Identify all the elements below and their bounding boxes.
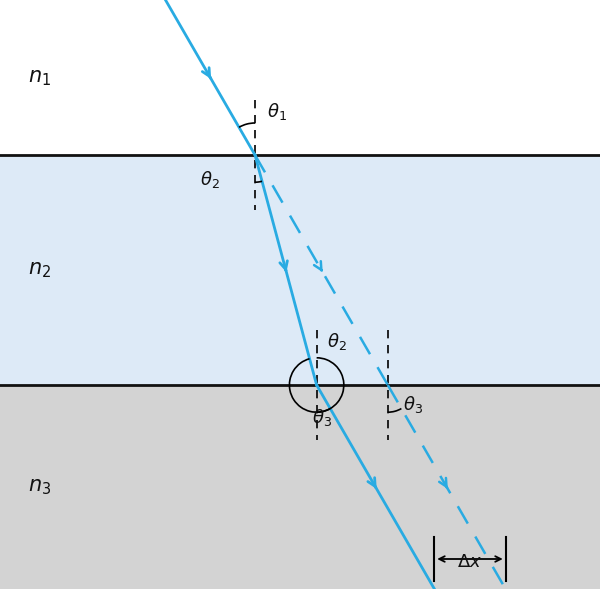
Text: $n_1$: $n_1$ <box>28 68 51 88</box>
Text: $n_2$: $n_2$ <box>28 260 51 280</box>
Text: $n_3$: $n_3$ <box>28 477 51 497</box>
Text: $\theta_1$: $\theta_1$ <box>267 101 287 122</box>
Bar <box>0 385 600 589</box>
Text: $\theta_2$: $\theta_2$ <box>326 331 346 352</box>
Text: $\theta_3$: $\theta_3$ <box>403 394 423 415</box>
Text: $\Delta x$: $\Delta x$ <box>457 553 482 571</box>
Text: $\theta_2$: $\theta_2$ <box>200 169 220 190</box>
Bar <box>0 155 600 385</box>
Text: $\theta_3$: $\theta_3$ <box>311 407 332 428</box>
Bar <box>0 0 600 155</box>
